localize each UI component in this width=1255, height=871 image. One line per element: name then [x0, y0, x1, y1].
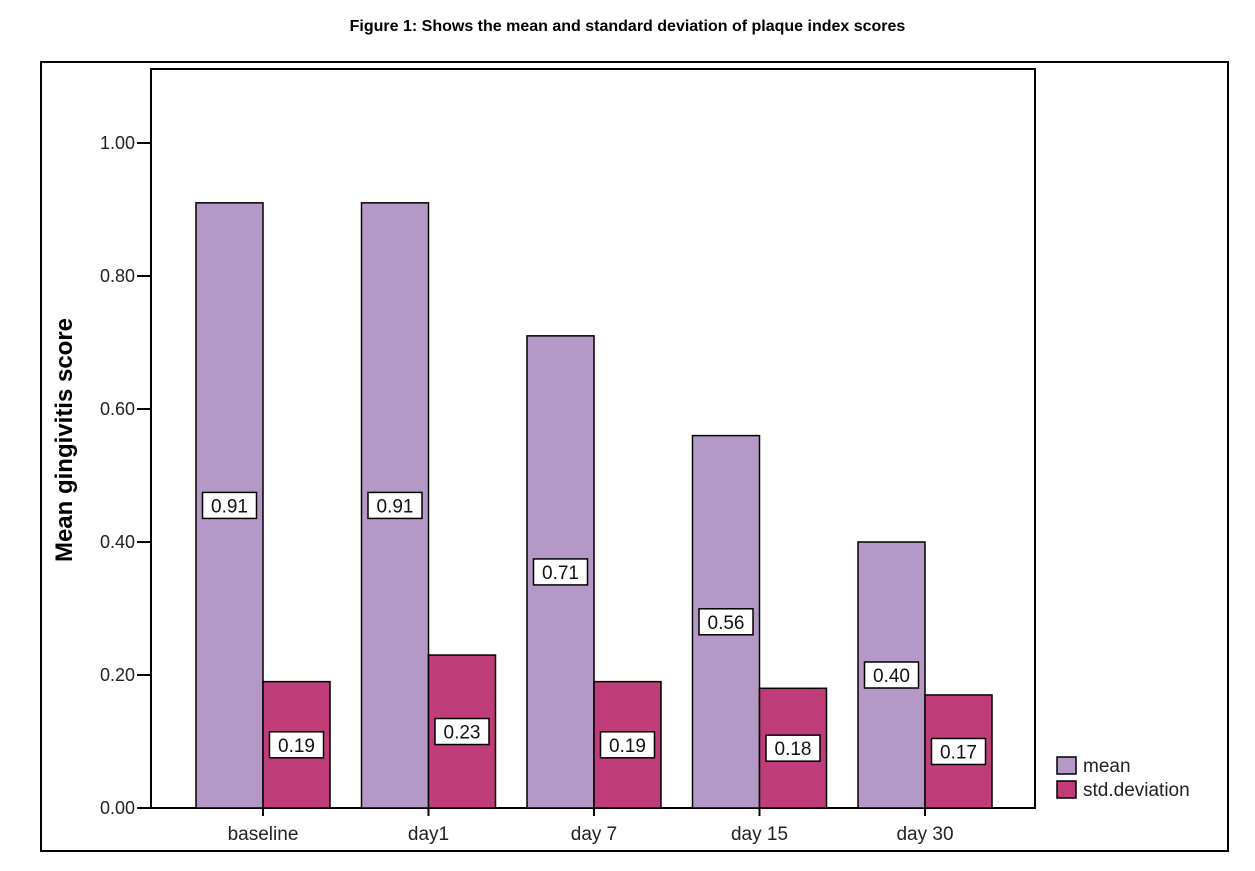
- data-label-box: [863, 661, 920, 689]
- x-tick-label: day 7: [571, 824, 617, 845]
- bars: [195, 202, 993, 809]
- data-label-box: [367, 491, 423, 520]
- data-label-box: [532, 558, 589, 586]
- y-tick-label: 1.00: [100, 133, 135, 153]
- legend-swatch-mean: [1056, 756, 1077, 775]
- y-axis-title: Mean gingivitis score: [51, 318, 78, 562]
- x-tick-label: baseline: [228, 824, 299, 845]
- y-tick-label: 0.60: [100, 399, 135, 419]
- data-label: 0.19: [609, 736, 646, 757]
- data-label-box: [268, 731, 325, 759]
- data-label: 0.17: [940, 742, 977, 763]
- y-tick-label: 0.20: [100, 665, 135, 685]
- data-label: 0.23: [444, 723, 481, 744]
- data-label: 0.18: [775, 739, 812, 760]
- legend-label: mean: [1083, 756, 1131, 777]
- legend-swatch-std-deviation: [1056, 780, 1077, 799]
- data-label-box: [201, 491, 258, 520]
- data-label: 0.40: [873, 666, 910, 687]
- data-label-box: [765, 734, 821, 762]
- data-label-box: [599, 731, 656, 759]
- x-axis: baseline day1 day 7 day 15 day 30: [228, 808, 954, 845]
- data-label: 0.56: [708, 613, 745, 634]
- data-label: 0.19: [278, 736, 315, 757]
- legend: mean std.deviation: [1056, 756, 1190, 801]
- chart-frame: [40, 61, 1229, 852]
- data-label: 0.71: [542, 563, 579, 584]
- y-axis: 0.00 0.20 0.40 0.60 0.80 1.00: [100, 133, 151, 818]
- data-labels: 0.91 0.91 0.71 0.56 0.40 0.19 0.23 0.19 0.18 0.17: [201, 491, 987, 766]
- data-label-box: [698, 608, 754, 636]
- data-label: 0.91: [377, 496, 414, 517]
- figure-caption: Figure 1: Shows the mean and standard de…: [349, 18, 906, 35]
- data-label-box: [434, 717, 490, 746]
- y-tick-label: 0.80: [100, 266, 135, 286]
- y-tick-label: 0.00: [100, 798, 135, 818]
- x-tick-label: day 15: [731, 824, 788, 845]
- data-label: 0.91: [211, 496, 248, 517]
- x-tick-label: day1: [408, 824, 449, 845]
- y-tick-label: 0.40: [100, 532, 135, 552]
- data-label-box: [930, 737, 987, 766]
- x-tick-label: day 30: [896, 824, 953, 845]
- legend-label: std.deviation: [1083, 780, 1190, 801]
